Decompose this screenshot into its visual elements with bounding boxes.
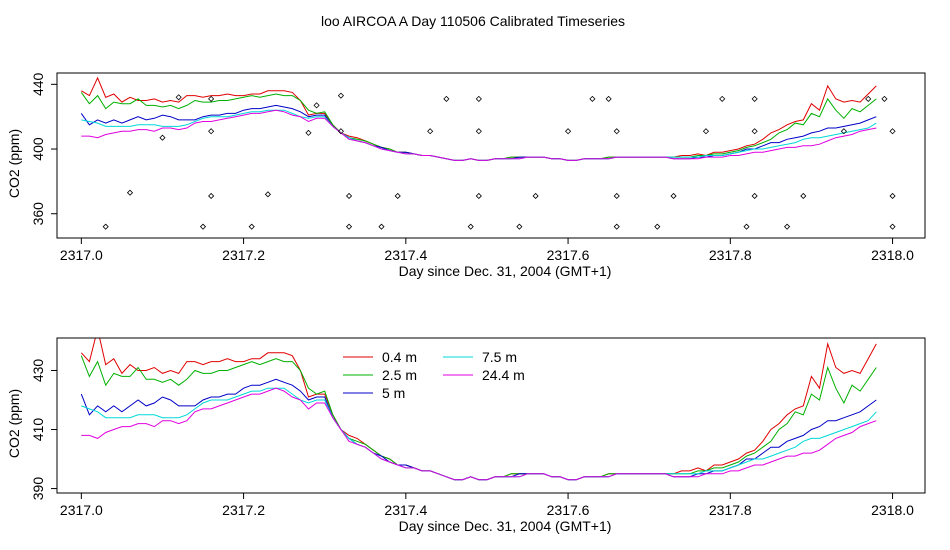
data-point-marker — [702, 128, 710, 135]
y-axis-label: CO2 (ppm) — [6, 129, 22, 198]
x-tick-label: 2317.2 — [222, 247, 265, 263]
y-tick-label: 440 — [30, 72, 46, 96]
data-point-marker — [337, 92, 344, 99]
data-point-marker — [751, 128, 758, 135]
x-axis-label: Day since Dec. 31, 2004 (GMT+1) — [399, 263, 612, 279]
legend: 0.4 m 2.5 m 5 m 7.5 m 24.4 m — [343, 349, 525, 401]
data-point-marker — [784, 223, 791, 230]
x-tick-label: 2317.4 — [384, 247, 427, 263]
data-point-marker — [248, 223, 255, 230]
data-point-marker — [208, 128, 215, 135]
data-point-marker — [345, 223, 353, 230]
x-tick-label: 2317.6 — [547, 502, 590, 518]
data-point-marker — [516, 223, 523, 230]
data-point-marker — [889, 223, 896, 230]
data-point-marker — [159, 134, 166, 141]
data-point-marker — [475, 192, 482, 200]
data-point-marker — [102, 223, 109, 230]
data-point-marker — [126, 189, 134, 196]
data-point-marker — [564, 128, 572, 135]
data-point-marker — [427, 128, 434, 135]
data-point-marker — [532, 192, 539, 200]
data-point-marker — [743, 223, 750, 230]
y-tick-label: 430 — [30, 359, 46, 383]
data-point-marker — [589, 95, 596, 102]
series-line-2 — [80, 92, 877, 161]
legend-label-3: 5 m — [382, 385, 405, 401]
data-point-marker — [475, 128, 482, 135]
data-point-marker — [654, 223, 661, 230]
data-point-marker — [475, 95, 482, 102]
data-point-marker — [605, 95, 612, 102]
y-axis-label: CO2 (ppm) — [6, 389, 22, 458]
chart-top-panel: 2317.0 2317.2 2317.4 2317.6 2317.8 2318.0 360 4… — [6, 72, 926, 279]
plot-frame — [56, 337, 926, 494]
x-tick-label: 2317.6 — [547, 247, 590, 263]
x-tick-label: 2318.0 — [871, 502, 914, 518]
series-line-5 — [81, 387, 877, 481]
data-point-marker — [670, 192, 677, 200]
data-point-marker — [800, 192, 807, 200]
x-tick-label: 2317.0 — [60, 502, 103, 518]
data-point-marker — [175, 94, 182, 101]
data-point-marker — [613, 128, 620, 135]
data-point-marker — [889, 192, 896, 200]
legend-label-1: 0.4 m — [382, 349, 417, 365]
x-axis-label: Day since Dec. 31, 2004 (GMT+1) — [399, 518, 612, 534]
data-point-marker — [865, 95, 872, 102]
series-line-5 — [81, 109, 877, 161]
y-tick-label: 360 — [30, 202, 46, 226]
legend-label-2: 2.5 m — [382, 367, 417, 383]
data-point-marker — [751, 192, 758, 200]
x-tick-label: 2317.2 — [222, 502, 265, 518]
data-point-marker — [378, 223, 385, 230]
series-line-2 — [80, 355, 877, 481]
data-point-marker — [208, 95, 215, 102]
data-point-marker — [881, 95, 888, 102]
data-point-marker — [337, 128, 344, 135]
data-point-marker — [305, 129, 312, 136]
legend-label-4: 7.5 m — [482, 349, 517, 365]
data-point-marker — [394, 192, 401, 200]
data-point-marker — [313, 102, 320, 109]
data-point-marker — [208, 192, 215, 200]
data-point-marker — [840, 128, 847, 135]
data-point-marker — [443, 95, 450, 102]
data-point-marker — [889, 128, 896, 135]
data-point-marker — [613, 192, 620, 200]
x-tick-label: 2317.4 — [384, 502, 427, 518]
x-tick-label: 2317.8 — [709, 247, 752, 263]
x-tick-label: 2317.8 — [709, 502, 752, 518]
data-point-marker — [719, 95, 726, 102]
plot-frame — [56, 72, 926, 239]
data-point-marker — [751, 95, 758, 102]
y-tick-label: 410 — [30, 418, 46, 442]
y-tick-label: 390 — [30, 477, 46, 501]
figure-title: loo AIRCOA A Day 110506 Calibrated Times… — [321, 13, 625, 29]
data-point-marker — [264, 191, 271, 198]
chart-bottom-panel: 2317.0 2317.2 2317.4 2317.6 2317.8 2318.0 390 4… — [6, 337, 926, 534]
data-point-marker — [467, 223, 474, 230]
x-tick-label: 2317.0 — [60, 247, 103, 263]
data-point-marker — [613, 223, 620, 230]
legend-label-5: 24.4 m — [482, 367, 525, 383]
data-point-marker — [199, 223, 207, 230]
data-point-marker — [345, 192, 353, 200]
y-tick-label: 400 — [30, 137, 46, 161]
x-tick-label: 2318.0 — [871, 247, 914, 263]
